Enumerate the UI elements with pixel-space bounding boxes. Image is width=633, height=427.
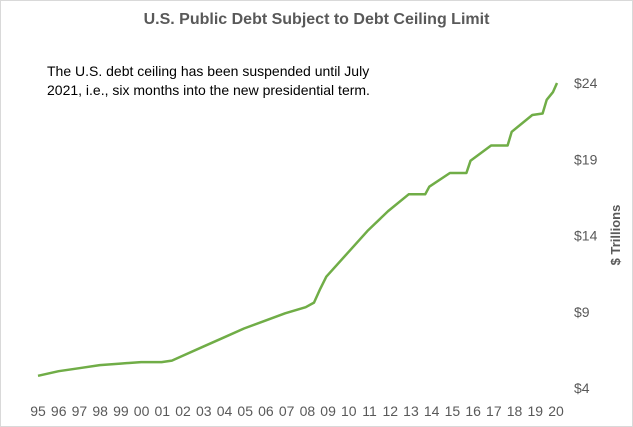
debt-series-line	[37, 82, 559, 378]
x-tick-label: 00	[134, 403, 150, 419]
x-tick-label: 17	[486, 403, 502, 419]
chart-title: U.S. Public Debt Subject to Debt Ceiling…	[143, 11, 490, 28]
x-tick-label: 09	[320, 403, 336, 419]
y-tick-label: $19	[574, 151, 598, 167]
x-tick-label: 16	[465, 403, 481, 419]
series-layer	[37, 82, 559, 378]
x-tick-label: 04	[217, 403, 233, 419]
x-tick-label: 06	[258, 403, 274, 419]
x-tick-label: 96	[51, 403, 67, 419]
x-tick-label: 02	[175, 403, 191, 419]
y-tick-label: $9	[574, 304, 590, 320]
x-tick-label: 98	[92, 403, 108, 419]
x-axis-tick-labels: 95 96 97 98 99 00 01 02 03 04 05 06 07 08 09 10 11 12 13 14…	[30, 403, 564, 419]
chart-annotation: The U.S. debt ceiling has been suspended…	[47, 62, 407, 100]
x-tick-label: 10	[341, 403, 357, 419]
x-tick-label: 07	[279, 403, 295, 419]
annotation-line-1: The U.S. debt ceiling has been suspended…	[47, 63, 370, 79]
y-tick-label: $14	[574, 228, 598, 244]
x-tick-label: 97	[72, 403, 88, 419]
annotation-line-2: 2021, i.e., six months into the new pres…	[47, 82, 370, 98]
x-tick-label: 14	[424, 403, 440, 419]
x-tick-label: 18	[507, 403, 523, 419]
x-tick-label: 20	[548, 403, 564, 419]
x-tick-label: 95	[30, 403, 46, 419]
x-tick-label: 99	[113, 403, 129, 419]
y-tick-label: $4	[574, 380, 590, 396]
x-tick-label: 12	[382, 403, 398, 419]
x-tick-label: 11	[362, 403, 377, 419]
y-axis-title: $ Trillions	[608, 205, 623, 266]
x-tick-label: 13	[403, 403, 419, 419]
x-tick-label: 03	[196, 403, 212, 419]
x-tick-label: 01	[155, 403, 171, 419]
x-tick-label: 15	[445, 403, 461, 419]
y-tick-label: $24	[574, 75, 598, 91]
x-tick-label: 05	[237, 403, 253, 419]
x-tick-label: 19	[527, 403, 543, 419]
y-axis-tick-labels: $4 $9 $14 $19 $24	[574, 75, 598, 396]
x-tick-label: 08	[300, 403, 316, 419]
